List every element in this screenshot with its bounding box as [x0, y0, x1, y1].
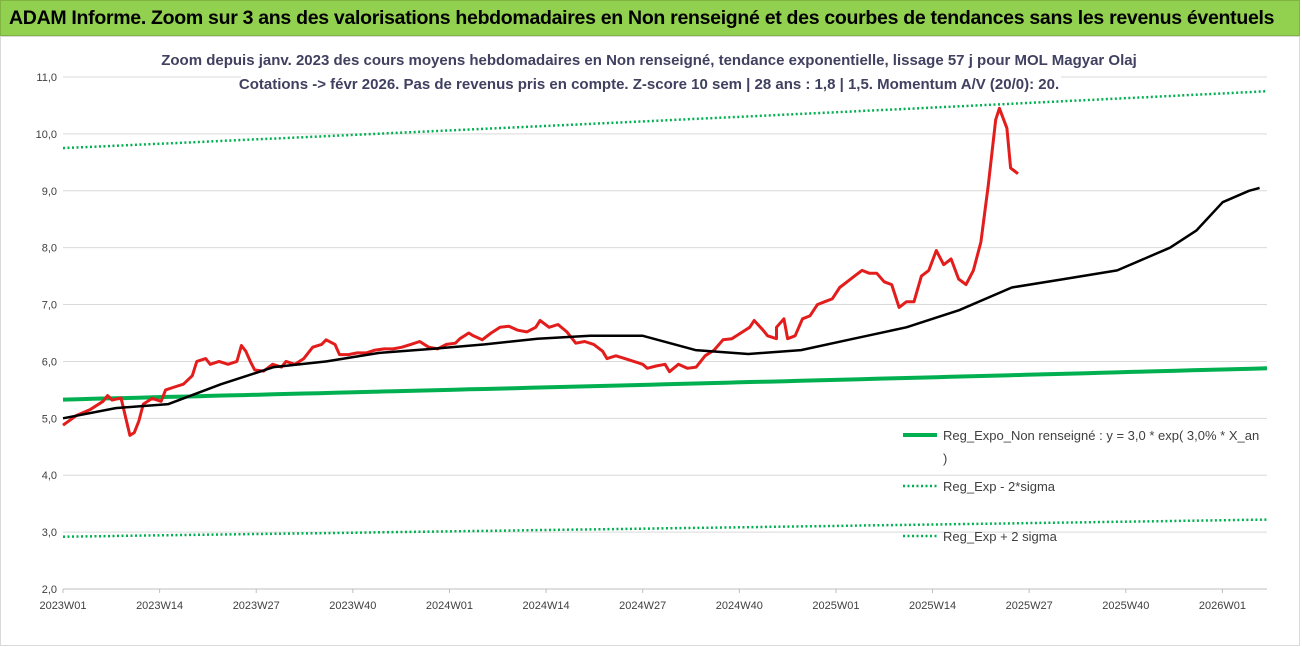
x-tick-label: 2024W01	[426, 600, 473, 612]
report-title: ADAM Informe. Zoom sur 3 ans des valoris…	[9, 7, 1275, 29]
x-tick-label: 2024W14	[523, 600, 570, 612]
chart-title-line-1: Zoom depuis janv. 2023 des cours moyens …	[161, 52, 1137, 69]
y-tick-label: 11,0	[36, 72, 57, 84]
y-tick-label: 3,0	[42, 527, 57, 539]
series-weekly-price	[62, 106, 1019, 437]
x-tick-label: 2026W01	[1199, 600, 1246, 612]
y-tick-label: 7,0	[42, 300, 57, 312]
legend-label-regression-line-2: )	[943, 451, 947, 466]
x-tick-label: 2023W27	[233, 600, 280, 612]
series-group	[62, 89, 1268, 538]
y-tick-label: 5,0	[42, 413, 57, 425]
x-tick-label: 2023W14	[136, 600, 183, 612]
gridlines	[63, 76, 1267, 590]
series-minus-2-sigma	[62, 518, 1268, 538]
chart-title-background	[241, 51, 1061, 97]
legend-label-plus-sigma: Reg_Exp + 2 sigma	[943, 529, 1058, 544]
y-tick-label: 8,0	[42, 243, 57, 255]
legend: Reg_Expo_Non renseigné : y = 3,0 * exp( …	[903, 428, 1263, 544]
x-tick-label: 2025W40	[1102, 600, 1149, 612]
y-tick-label: 10,0	[36, 129, 57, 141]
x-tick-label: 2023W01	[39, 600, 86, 612]
x-tick-label: 2025W01	[812, 600, 859, 612]
legend-label-regression: Reg_Expo_Non renseigné : y = 3,0 * exp( …	[943, 428, 1263, 466]
series-regression	[62, 366, 1268, 402]
x-tick-label: 2023W40	[329, 600, 376, 612]
series-smoothing-57j	[62, 186, 1260, 420]
chart-title: Zoom depuis janv. 2023 des cours moyens …	[161, 51, 1137, 97]
y-tick-label: 9,0	[42, 186, 57, 198]
report-banner: ADAM Informe. Zoom sur 3 ans des valoris…	[0, 0, 1300, 36]
y-tick-label: 6,0	[42, 356, 57, 368]
y-tick-label: 2,0	[42, 584, 57, 596]
legend-label-regression-line-1: Reg_Expo_Non renseigné : y = 3,0 * exp( …	[943, 428, 1259, 443]
chart-frame: 2,0 3,0 4,0 5,0 6,0 7,0 8,0 9,0 10,0 11,0 2023W01 2…	[0, 36, 1300, 646]
x-tick-label: 2025W14	[909, 600, 956, 612]
y-tick-label: 4,0	[42, 470, 57, 482]
legend-label-minus-sigma: Reg_Exp - 2*sigma	[943, 479, 1056, 494]
axes: 2,0 3,0 4,0 5,0 6,0 7,0 8,0 9,0 10,0 11,0 2023W01 2…	[36, 72, 1267, 612]
chart-title-line-2: Cotations -> févr 2026. Pas de revenus p…	[239, 76, 1059, 93]
x-tick-label: 2024W27	[619, 600, 666, 612]
x-tick-label: 2024W40	[716, 600, 763, 612]
x-tick-label: 2025W27	[1006, 600, 1053, 612]
line-chart: 2,0 3,0 4,0 5,0 6,0 7,0 8,0 9,0 10,0 11,0 2023W01 2…	[36, 51, 1268, 612]
series-plus-2-sigma	[62, 89, 1268, 150]
